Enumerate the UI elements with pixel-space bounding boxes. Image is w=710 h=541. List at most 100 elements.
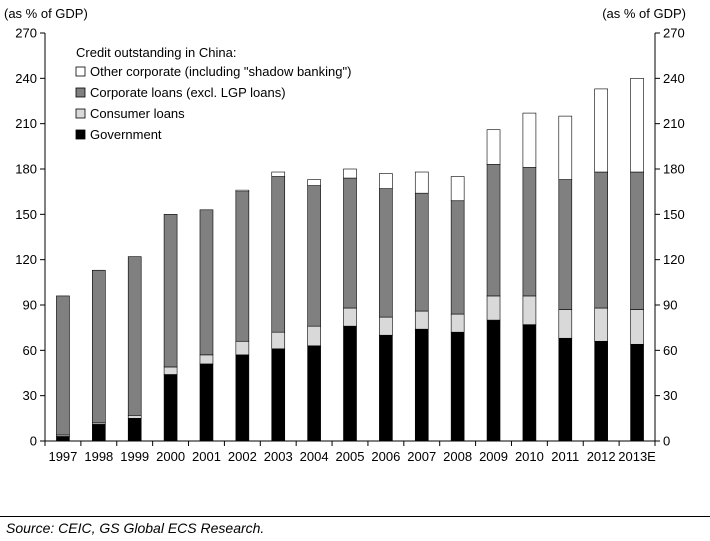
bar-segment (343, 177, 357, 309)
bar-segment (414, 328, 429, 442)
bar-segment (630, 309, 644, 345)
y-tick-label-left: 150 (15, 207, 37, 222)
legend-swatch (75, 87, 86, 98)
bar-segment (92, 424, 106, 442)
bar-segment (163, 366, 178, 375)
bar-segment (558, 309, 573, 339)
bar-segment (127, 256, 142, 416)
x-tick-label: 2013E (618, 449, 656, 464)
bar-segment (56, 436, 70, 442)
bar-segment (271, 176, 286, 333)
bar-segment (522, 295, 537, 325)
bar-segment (558, 115, 573, 180)
bar-segment (271, 331, 286, 350)
legend-label: Consumer loans (90, 106, 185, 121)
y-tick-label-left: 60 (23, 343, 37, 358)
legend-label: Government (90, 127, 162, 142)
bar-segment (235, 191, 250, 342)
bar-segment (92, 269, 106, 424)
bar-segment (307, 179, 321, 186)
bar-segment (199, 209, 214, 356)
y-unit-right: (as % of GDP) (602, 6, 686, 21)
bar-segment (235, 189, 250, 192)
y-tick-label-left: 30 (23, 388, 37, 403)
y-tick-label-left: 180 (15, 162, 37, 177)
bar-segment (450, 313, 465, 333)
x-tick-label: 2002 (228, 449, 257, 464)
legend-swatch (75, 108, 86, 119)
bar-segment (307, 345, 321, 442)
y-tick-label-right: 150 (663, 207, 685, 222)
bar-segment (450, 200, 465, 315)
x-tick-label: 2001 (192, 449, 221, 464)
x-tick-label: 1998 (84, 449, 113, 464)
x-tick-label: 2000 (156, 449, 185, 464)
bar-segment (379, 316, 393, 336)
x-tick-label: 2005 (336, 449, 365, 464)
bar-segment (594, 171, 608, 309)
bar-segment (56, 295, 70, 436)
bar-segment (486, 164, 501, 297)
stacked-bar-chart: (as % of GDP) (as % of GDP) 0 0 30 30 60 60 90 90… (4, 6, 686, 464)
bar-segment (343, 307, 357, 327)
bar-segment (630, 171, 644, 310)
bar-segment (379, 334, 393, 442)
legend-label: Corporate loans (excl. LGP loans) (90, 85, 286, 100)
source-divider (0, 516, 710, 517)
bar-segment (235, 354, 250, 442)
bar-segment (486, 129, 501, 165)
x-tick-label: 2006 (371, 449, 400, 464)
y-tick-label-right: 60 (663, 343, 677, 358)
bar-segment (235, 340, 250, 356)
bar-segment (271, 348, 286, 442)
bar-segment (486, 295, 501, 321)
bar-segment (630, 343, 644, 442)
bar-segment (522, 167, 537, 297)
bar-segment (450, 176, 465, 202)
x-tick-label: 2003 (264, 449, 293, 464)
y-tick-label-right: 30 (663, 388, 677, 403)
x-tick-label: 2009 (479, 449, 508, 464)
bar-segment (630, 78, 644, 173)
bar-segment (343, 168, 357, 179)
legend-title: Credit outstanding in China: (76, 45, 236, 60)
bar-segment (594, 307, 608, 342)
y-tick-label-right: 120 (663, 252, 685, 267)
bar-segment (594, 340, 608, 442)
bar-segment (127, 418, 142, 442)
x-tick-label: 2008 (443, 449, 472, 464)
x-tick-label: 2011 (551, 449, 579, 464)
y-tick-label-left: 0 (30, 434, 37, 449)
bar-segment (127, 415, 142, 419)
x-tick-label: 2012 (587, 449, 616, 464)
bar-segment (307, 185, 321, 327)
y-tick-label-left: 270 (15, 26, 37, 41)
source-note: Source: CEIC, GS Global ECS Research. (6, 520, 265, 536)
bar-segment (307, 325, 321, 347)
x-tick-label: 2010 (515, 449, 544, 464)
y-tick-label-left: 210 (15, 116, 37, 131)
y-tick-label-right: 210 (663, 116, 685, 131)
y-tick-label-right: 270 (663, 26, 685, 41)
y-unit-left: (as % of GDP) (4, 6, 88, 21)
bar-segment (594, 88, 608, 173)
bar-segment (522, 324, 537, 442)
y-tick-label-left: 90 (23, 298, 37, 313)
bar-segment (163, 214, 178, 368)
bar-segment (558, 179, 573, 310)
bar-segment (414, 310, 429, 330)
bar-segment (163, 374, 178, 442)
x-tick-label: 1999 (120, 449, 149, 464)
x-tick-label: 2004 (300, 449, 329, 464)
y-tick-label-left: 240 (15, 71, 37, 86)
legend-swatch (75, 129, 86, 140)
bar-segment (199, 354, 214, 365)
y-tick-label-right: 180 (663, 162, 685, 177)
bar-segment (271, 171, 286, 177)
y-tick-label-right: 90 (663, 298, 677, 313)
x-tick-label: 1997 (48, 449, 77, 464)
bar-segment (414, 171, 429, 194)
legend-label: Other corporate (including "shadow banki… (90, 64, 351, 79)
bar-segment (199, 363, 214, 442)
